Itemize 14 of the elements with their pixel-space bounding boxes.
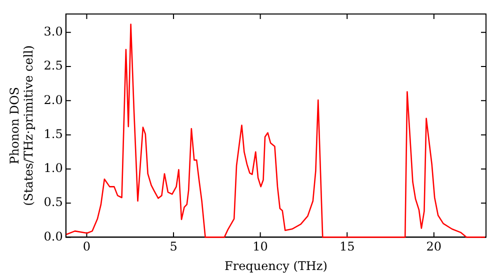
x-tick-label: 15 xyxy=(339,240,355,254)
y-tick-label: 1.5 xyxy=(44,126,63,141)
y-axis-title: Phonon DOS (States/THz·primitive cell) xyxy=(7,45,36,206)
y-tick-label: 2.0 xyxy=(44,92,63,107)
x-tick-label: 10 xyxy=(252,240,268,254)
y-tick-label: 0.5 xyxy=(44,195,63,210)
x-tick-label: 0 xyxy=(82,240,91,254)
x-tick-label: 5 xyxy=(170,240,178,254)
y-tick-label: 0.0 xyxy=(44,229,63,244)
y-tick-label: 3.0 xyxy=(44,24,63,39)
x-tick-label: 20 xyxy=(426,240,442,254)
y-tick-label: 1.0 xyxy=(44,161,63,176)
x-axis-title: Frequency (THz) xyxy=(224,258,328,273)
y-tick-label: 2.5 xyxy=(44,58,63,73)
